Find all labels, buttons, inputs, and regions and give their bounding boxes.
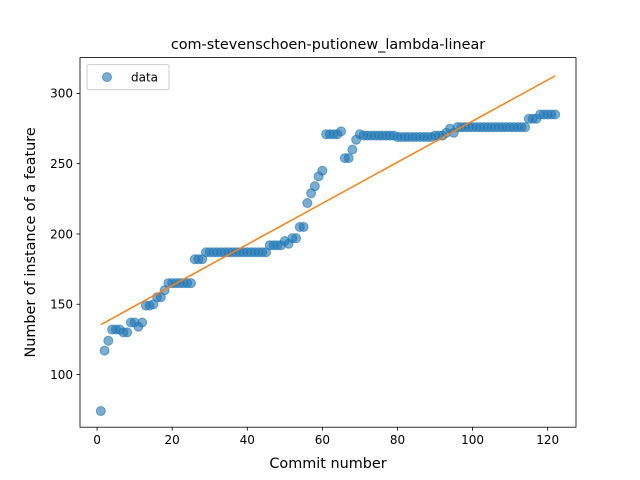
data-point [520, 122, 531, 133]
data-point [336, 126, 347, 137]
data-point [103, 335, 114, 346]
y-tick-label: 100 [50, 368, 73, 382]
data-point [185, 278, 196, 289]
x-tick-label: 0 [93, 433, 101, 447]
x-tick-label: 100 [461, 433, 484, 447]
y-axis-label: Number of instance of a feature [23, 127, 39, 357]
axes-frame [79, 57, 577, 428]
series-layer [95, 75, 561, 417]
plot-area [79, 57, 577, 428]
linear-fit-line [100, 75, 556, 326]
legend-label: data [131, 71, 158, 85]
x-tick-label: 40 [240, 433, 255, 447]
y-tick-label: 300 [50, 87, 73, 101]
y-tick-label: 200 [50, 227, 73, 241]
x-axis: 0 20 40 60 80 100 120 [93, 427, 559, 447]
x-tick-label: 20 [165, 433, 180, 447]
y-tick-label: 150 [50, 298, 73, 312]
data-point [137, 317, 148, 328]
x-tick-label: 120 [536, 433, 559, 447]
x-tick-label: 80 [390, 433, 405, 447]
data-point [317, 165, 328, 176]
y-axis: 100 150 200 250 300 [50, 87, 80, 382]
legend-marker [102, 72, 112, 83]
data-point [298, 221, 309, 232]
x-axis-label: Commit number [269, 456, 386, 472]
chart-title: com-stevenschoen-putionew_lambda-linear [171, 37, 485, 53]
data-point [347, 144, 358, 155]
data-point [291, 233, 302, 244]
data-point [95, 406, 106, 417]
data-point [343, 153, 354, 164]
legend: data [86, 64, 170, 91]
data-point [309, 181, 320, 192]
data-point [550, 109, 561, 120]
y-tick-label: 250 [50, 157, 73, 171]
x-tick-label: 60 [315, 433, 330, 447]
data-point [122, 327, 133, 338]
data-point [99, 345, 110, 356]
data-point [302, 198, 313, 209]
legend-box [86, 64, 170, 91]
